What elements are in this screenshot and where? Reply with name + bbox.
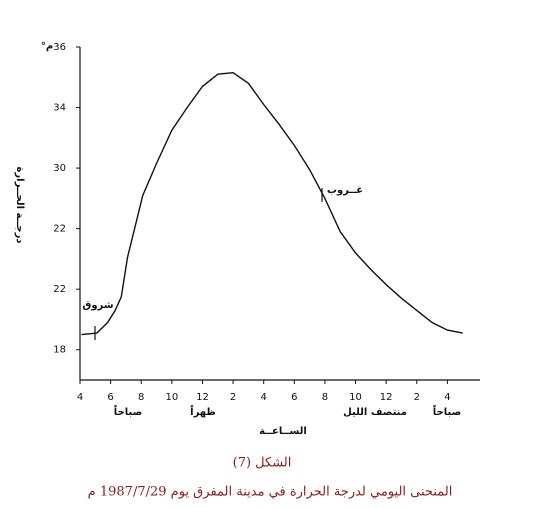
x-tick-label: 10	[349, 392, 362, 403]
x-tick-label: 8	[138, 392, 144, 403]
period-label: صباحاً	[114, 404, 142, 418]
x-tick-label: 12	[380, 392, 393, 403]
period-label: صباحاً	[433, 404, 461, 418]
x-tick-label: 4	[261, 392, 267, 403]
y-axis-label: درجــة الحــرارة	[14, 166, 25, 243]
period-label: منتصف الليل	[343, 407, 407, 418]
temperature-line	[81, 71, 463, 336]
annotation: شروق	[82, 300, 113, 311]
x-tick-label: 2	[414, 392, 420, 403]
y-tick-label: 36	[53, 42, 66, 53]
x-tick-label: 12	[196, 392, 209, 403]
x-tick-label: 4	[77, 392, 83, 403]
y-tick-label: 22	[53, 284, 66, 295]
y-unit: °م	[41, 41, 53, 52]
x-tick-label: 4	[444, 392, 450, 403]
figure-label: الشكل (7)	[233, 456, 292, 471]
x-tick-label: 8	[322, 392, 328, 403]
x-tick-label: 2	[230, 392, 236, 403]
x-tick-label: 6	[291, 392, 297, 403]
y-tick-label: 30	[53, 163, 66, 174]
x-tick-label: 6	[107, 392, 113, 403]
period-label: ظهراً	[190, 404, 216, 418]
y-tick-label: 22	[53, 224, 66, 235]
y-tick-label: 34	[53, 103, 66, 114]
x-tick-label: 10	[165, 392, 178, 403]
annotation: غــروب	[327, 185, 363, 196]
x-axis-label: الســاعــة	[259, 426, 307, 437]
y-tick-label: 18	[53, 345, 66, 356]
chart-title: المنحنى اليومي لدرجة الحرارة في مدينة ال…	[88, 485, 453, 500]
